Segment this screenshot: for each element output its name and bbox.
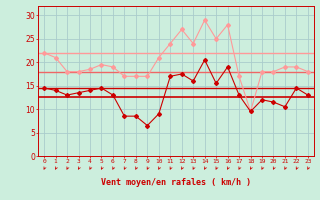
X-axis label: Vent moyen/en rafales ( km/h ): Vent moyen/en rafales ( km/h ) (101, 178, 251, 187)
